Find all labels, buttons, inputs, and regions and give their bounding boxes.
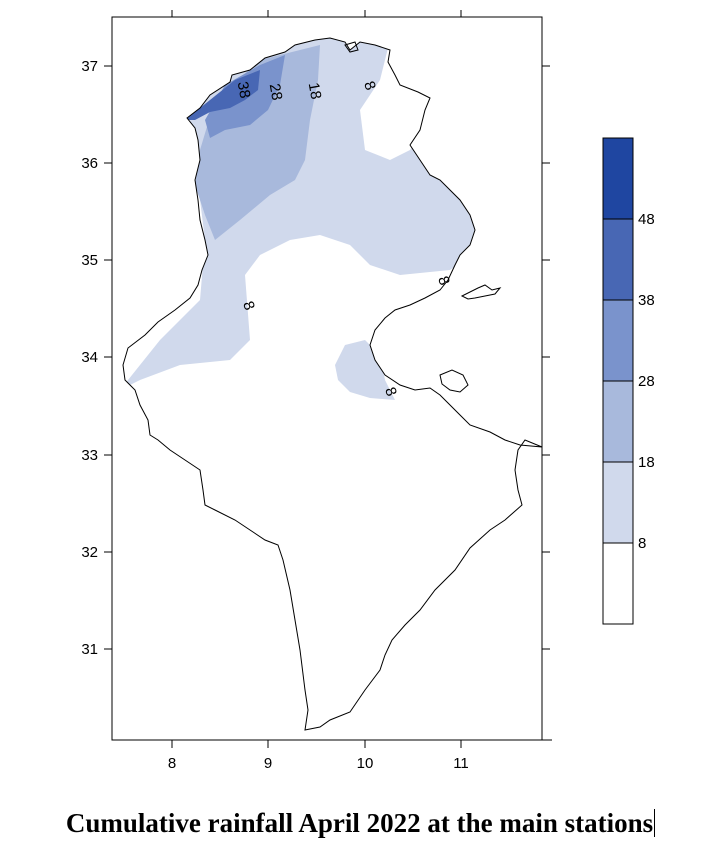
x-tick-label: 11 bbox=[453, 755, 469, 772]
x-tick-label: 8 bbox=[168, 755, 176, 772]
caption-text: Cumulative rainfall April 2022 at the ma… bbox=[65, 808, 654, 838]
text-cursor bbox=[654, 809, 656, 837]
legend-swatch bbox=[602, 461, 634, 544]
legend-label: 38 bbox=[638, 292, 655, 309]
legend-swatch bbox=[602, 542, 634, 625]
y-tick-label: 34 bbox=[81, 349, 98, 366]
axis-ticks: 8 9 10 11 31 32 33 34 35 36 37 bbox=[81, 10, 550, 772]
y-tick-label: 33 bbox=[81, 447, 98, 464]
legend: 48 38 28 18 8 bbox=[602, 137, 655, 625]
y-tick-label: 36 bbox=[81, 155, 98, 172]
y-tick-label: 35 bbox=[81, 252, 98, 269]
plot-frame bbox=[111, 16, 543, 741]
tunisia-outline bbox=[122, 37, 543, 731]
legend-label: 18 bbox=[638, 454, 655, 471]
y-tick-label: 31 bbox=[81, 641, 98, 658]
x-tick-label: 10 bbox=[357, 755, 374, 772]
island-north bbox=[344, 41, 359, 53]
legend-swatch bbox=[602, 137, 634, 220]
contour-label: 38 bbox=[234, 80, 254, 99]
contour-label: 28 bbox=[266, 82, 286, 101]
island-djerba bbox=[439, 369, 469, 393]
contour-label: 18 bbox=[305, 81, 325, 100]
y-tick-label: 37 bbox=[81, 58, 98, 75]
y-tick-label: 32 bbox=[81, 544, 98, 561]
legend-label: 28 bbox=[638, 373, 655, 390]
island-kerkennah bbox=[460, 284, 502, 300]
legend-label: 8 bbox=[638, 535, 646, 552]
rainfall-bands bbox=[123, 38, 480, 400]
legend-swatch bbox=[602, 380, 634, 463]
legend-label: 48 bbox=[638, 211, 655, 228]
x-tick-label: 9 bbox=[264, 755, 272, 772]
legend-swatch bbox=[602, 218, 634, 301]
band-38-48 bbox=[185, 70, 260, 120]
legend-swatch bbox=[602, 299, 634, 382]
map-caption: Cumulative rainfall April 2022 at the ma… bbox=[0, 808, 721, 839]
